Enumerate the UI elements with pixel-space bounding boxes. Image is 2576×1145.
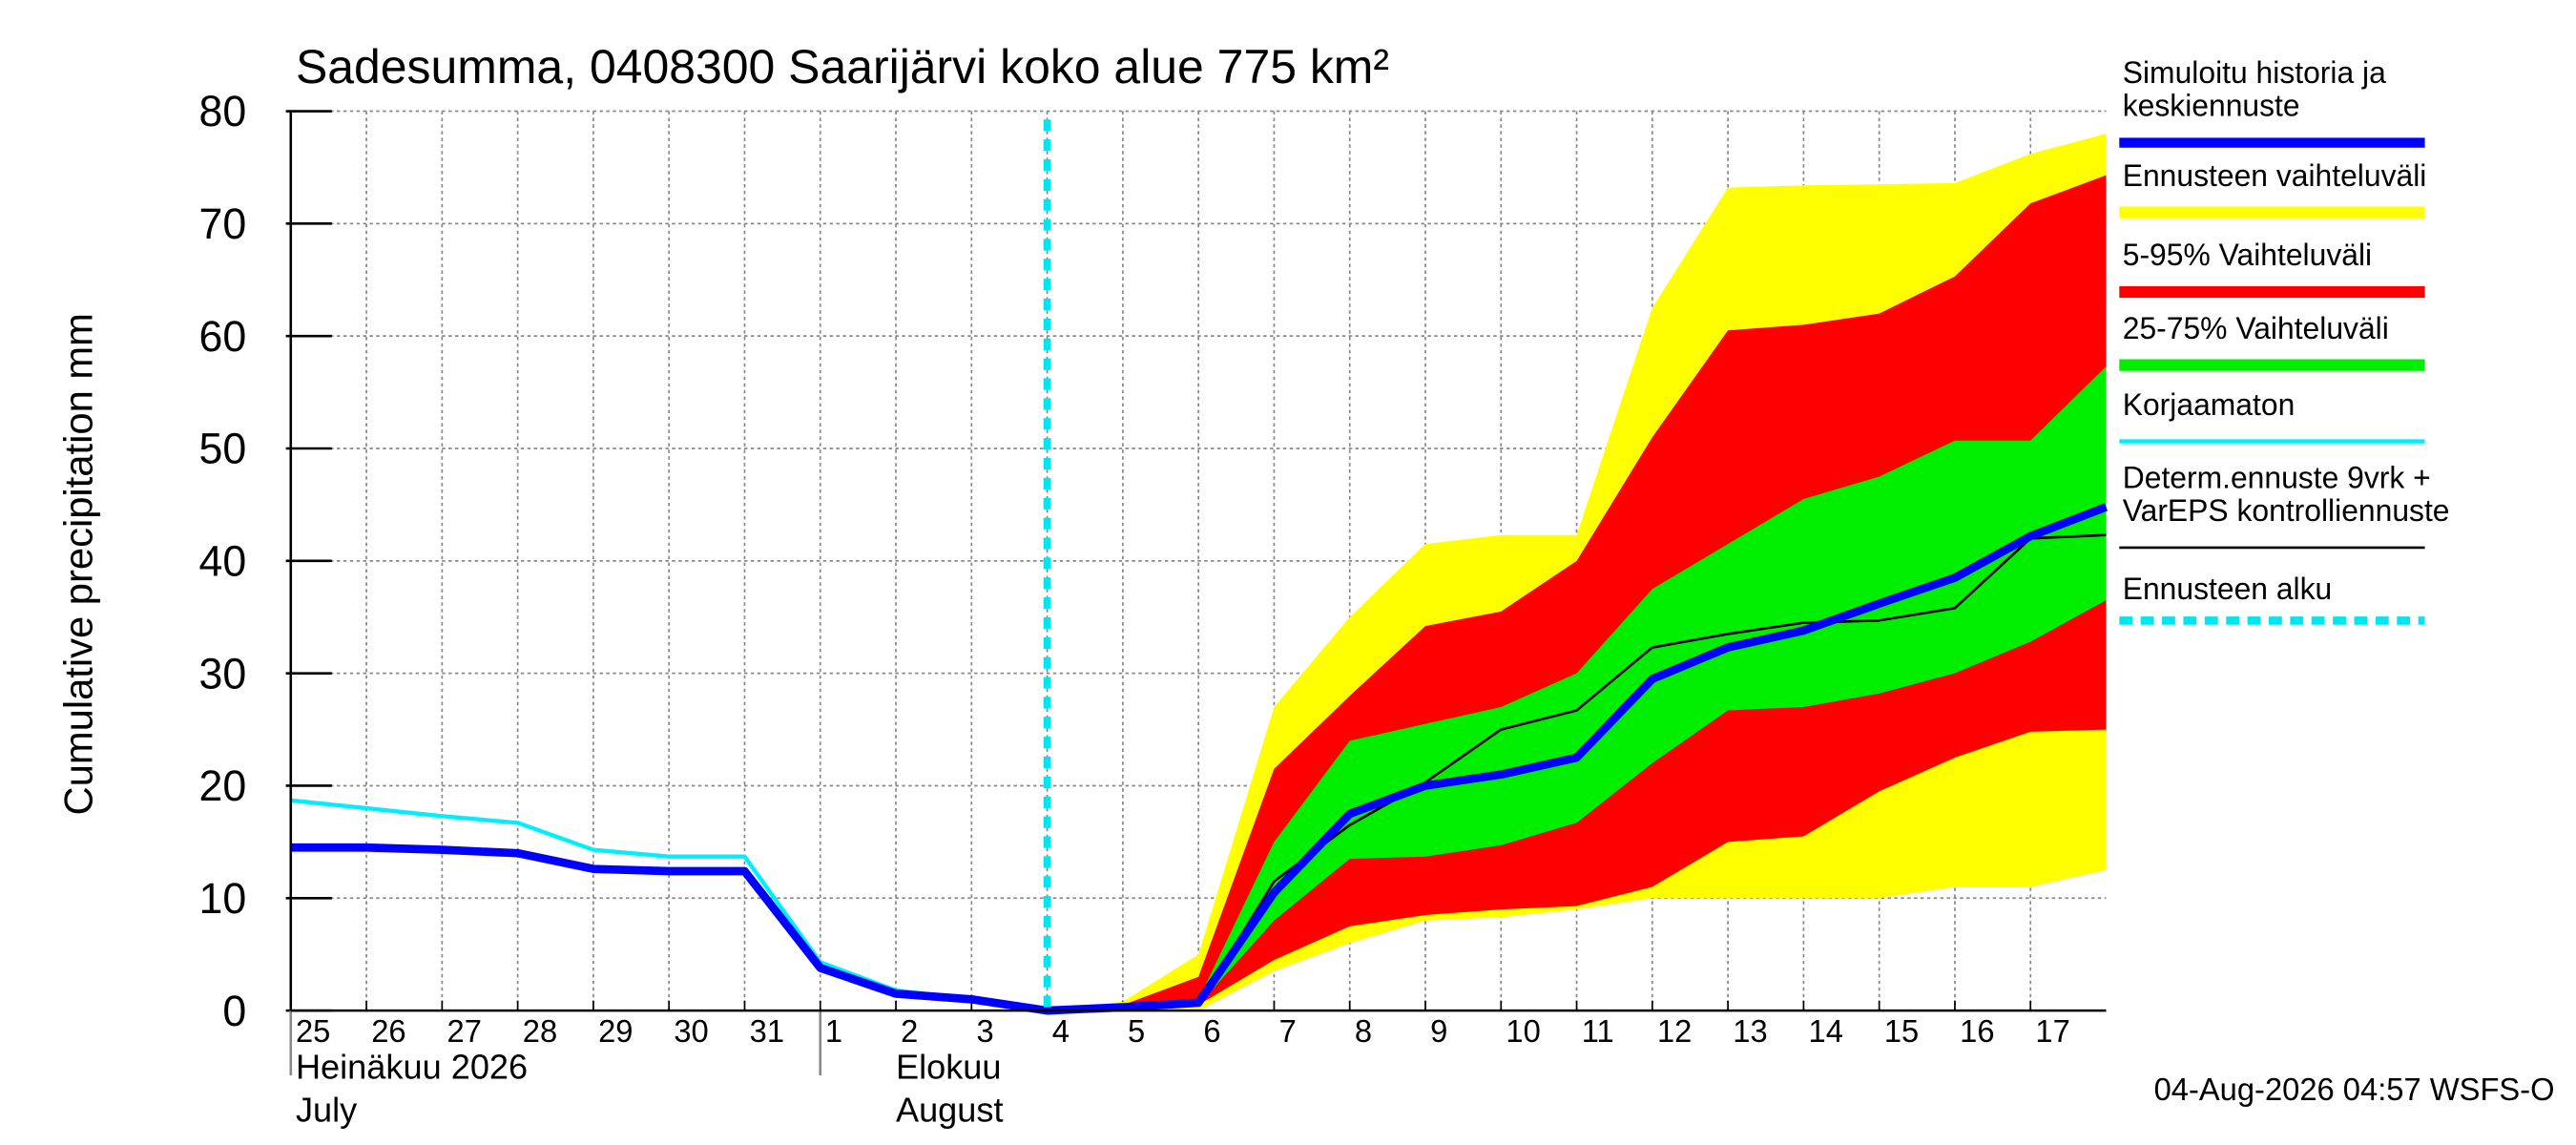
y-tick-label: 80 [198, 87, 246, 135]
series-line [290, 798, 1048, 1013]
x-tick-label: 3 [976, 1013, 993, 1049]
y-tick-label: 30 [198, 649, 246, 697]
x-tick-label: 26 [371, 1013, 405, 1049]
legend-label: 25-75% Vaihteluväli [2123, 311, 2389, 345]
x-tick-label: 31 [750, 1013, 784, 1049]
x-tick-label: 15 [1884, 1013, 1919, 1049]
x-tick-label: 12 [1657, 1013, 1692, 1049]
x-tick-label: 4 [1052, 1013, 1070, 1049]
y-tick-label: 0 [222, 987, 246, 1035]
x-tick-label: 11 [1582, 1013, 1614, 1049]
y-tick-label: 60 [198, 312, 246, 361]
month-label: Heinäkuu 2026 [296, 1047, 528, 1086]
x-tick-label: 29 [598, 1013, 633, 1049]
chart-title: Sadesumma, 0408300 Saarijärvi koko alue … [296, 40, 1389, 94]
y-tick-label: 50 [198, 424, 246, 472]
y-tick-label: 70 [198, 199, 246, 248]
x-tick-label: 14 [1809, 1013, 1843, 1049]
legend-label: 5-95% Vaihteluväli [2123, 238, 2372, 272]
x-tick-label: 7 [1279, 1013, 1297, 1049]
legend-label: Ennusteen vaihteluväli [2123, 158, 2427, 193]
x-tick-label: 28 [523, 1013, 557, 1049]
x-tick-label: 27 [447, 1013, 482, 1049]
month-label: July [296, 1090, 358, 1129]
x-tick-label: 1 [825, 1013, 842, 1049]
x-tick-label: 25 [296, 1013, 330, 1049]
x-tick-label: 6 [1203, 1013, 1220, 1049]
legend-label: Korjaamaton [2123, 387, 2296, 422]
legend-label: Simuloitu historia ja keskiennuste [2123, 55, 2386, 123]
x-tick-label: 8 [1355, 1013, 1372, 1049]
legend-label: Ennusteen alku [2123, 572, 2333, 606]
x-tick-label: 30 [674, 1013, 708, 1049]
y-tick-label: 40 [198, 536, 246, 585]
y-axis-label: Cumulative precipitation mm [56, 313, 101, 815]
y-tick-label: 10 [198, 874, 246, 923]
x-tick-label: 13 [1733, 1013, 1767, 1049]
legend-label: Determ.ennuste 9vrk + VarEPS kontrollienn… [2123, 460, 2450, 528]
x-tick-label: 17 [2035, 1013, 2069, 1049]
x-tick-label: 16 [1960, 1013, 1994, 1049]
footer: 04-Aug-2026 04:57 WSFS-O [2154, 1072, 2555, 1107]
x-tick-label: 2 [901, 1013, 918, 1049]
series-line [290, 503, 2109, 1015]
x-tick-label: 5 [1128, 1013, 1145, 1049]
month-label: August [896, 1090, 1004, 1129]
month-label: Elokuu [896, 1047, 1002, 1086]
x-tick-label: 10 [1506, 1013, 1540, 1049]
x-tick-label: 9 [1430, 1013, 1447, 1049]
y-tick-label: 20 [198, 761, 246, 810]
